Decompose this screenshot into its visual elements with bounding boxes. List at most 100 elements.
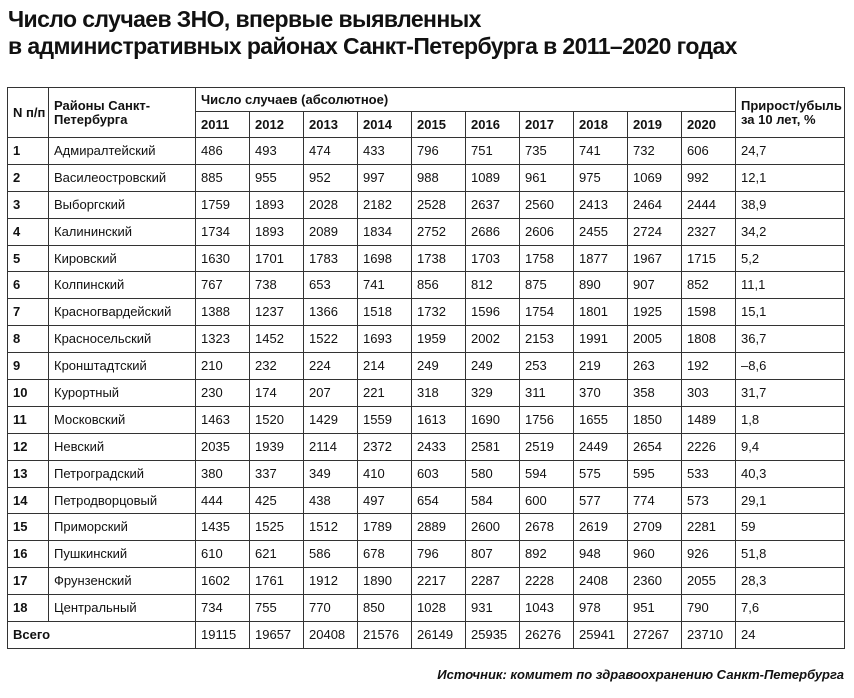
case-count: 678 (357, 540, 412, 569)
total-count: 27267 (627, 621, 682, 649)
case-count: 2637 (465, 190, 520, 219)
total-label: Всего (7, 621, 196, 649)
case-count: 303 (681, 379, 736, 407)
row-number: 14 (7, 486, 49, 515)
header-year: 2012 (249, 111, 304, 138)
district-name: Колпинский (48, 271, 196, 300)
growth-percent: 15,1 (735, 298, 845, 327)
case-count: 192 (681, 352, 736, 381)
header-district: Районы Санкт-Петербурга (48, 87, 196, 138)
case-count: 1323 (195, 325, 250, 354)
district-name: Петроградский (48, 459, 196, 488)
case-count: 2327 (681, 217, 736, 246)
case-count: 856 (411, 271, 466, 300)
row-number: 11 (7, 405, 49, 434)
case-count: 1489 (681, 405, 736, 434)
case-count: 224 (303, 352, 358, 381)
growth-percent: –8,6 (735, 352, 845, 381)
table-header: N п/п Районы Санкт-Петербурга Число случ… (7, 87, 845, 138)
case-count: 358 (627, 379, 682, 407)
case-count: 214 (357, 352, 412, 381)
growth-percent: 51,8 (735, 540, 845, 569)
case-count: 2889 (411, 513, 466, 542)
table-row: 15 Приморский 1435 1525 1512 1789 2889 2600 2678… (7, 513, 845, 542)
case-count: 311 (519, 379, 574, 407)
source-note: Источник: комитет по здравоохранению Сан… (437, 667, 844, 682)
case-count: 1783 (303, 244, 358, 273)
cancer-cases-table: N п/п Районы Санкт-Петербурга Число случ… (7, 87, 845, 649)
table-row: 11 Московский 1463 1520 1429 1559 1613 1690 1756… (7, 405, 845, 434)
district-name: Фрунзенский (48, 567, 196, 596)
growth-percent: 36,7 (735, 325, 845, 354)
case-count: 732 (627, 137, 682, 165)
case-count: 907 (627, 271, 682, 300)
case-count: 573 (681, 486, 736, 515)
growth-percent: 1,8 (735, 405, 845, 434)
case-count: 1698 (357, 244, 412, 273)
case-count: 1893 (249, 217, 304, 246)
district-name: Василеостровский (48, 163, 196, 192)
case-count: 1388 (195, 298, 250, 327)
case-count: 774 (627, 486, 682, 515)
table-row: 16 Пушкинский 610 621 586 678 796 807 892 948 960 9… (7, 540, 845, 569)
case-count: 318 (411, 379, 466, 407)
district-name: Адмиралтейский (48, 137, 196, 165)
case-count: 812 (465, 271, 520, 300)
case-count: 1890 (357, 567, 412, 596)
case-count: 951 (627, 594, 682, 623)
case-count: 438 (303, 486, 358, 515)
header-year: 2018 (573, 111, 628, 138)
header-cases: Число случаев (абсолютное) (195, 87, 736, 112)
case-count: 952 (303, 163, 358, 192)
case-count: 1429 (303, 405, 358, 434)
header-year: 2019 (627, 111, 682, 138)
header-year: 2017 (519, 111, 574, 138)
growth-percent: 5,2 (735, 244, 845, 273)
case-count: 2449 (573, 432, 628, 461)
district-name: Петродворцовый (48, 486, 196, 515)
case-count: 1939 (249, 432, 304, 461)
case-count: 1701 (249, 244, 304, 273)
total-count: 23710 (681, 621, 736, 649)
case-count: 2752 (411, 217, 466, 246)
case-count: 1756 (519, 405, 574, 434)
case-count: 263 (627, 352, 682, 381)
growth-percent: 29,1 (735, 486, 845, 515)
district-name: Кронштадтский (48, 352, 196, 381)
case-count: 253 (519, 352, 574, 381)
table-row: 13 Петроградский 380 337 349 410 603 580 594 575 5… (7, 459, 845, 488)
case-count: 1801 (573, 298, 628, 327)
table-row: 2 Василеостровский 885 955 952 997 988 1089 961 9… (7, 163, 845, 192)
case-count: 219 (573, 352, 628, 381)
case-count: 2114 (303, 432, 358, 461)
case-count: 1525 (249, 513, 304, 542)
total-row: Всего 19115 19657 20408 21576 26149 25935 26276… (7, 621, 845, 649)
case-count: 988 (411, 163, 466, 192)
case-count: 2287 (465, 567, 520, 596)
growth-percent: 28,3 (735, 567, 845, 596)
case-count: 1512 (303, 513, 358, 542)
header-year: 2015 (411, 111, 466, 138)
table-row: 4 Калининский 1734 1893 2089 1834 2752 2686 2606… (7, 217, 845, 246)
case-count: 1877 (573, 244, 628, 273)
case-count: 755 (249, 594, 304, 623)
case-count: 1655 (573, 405, 628, 434)
title-line-2: в административных районах Санкт-Петербу… (8, 33, 737, 59)
case-count: 992 (681, 163, 736, 192)
case-count: 751 (465, 137, 520, 165)
row-number: 7 (7, 298, 49, 327)
case-count: 1925 (627, 298, 682, 327)
total-count: 19657 (249, 621, 304, 649)
case-count: 2724 (627, 217, 682, 246)
case-count: 997 (357, 163, 412, 192)
case-count: 444 (195, 486, 250, 515)
row-number: 13 (7, 459, 49, 488)
table-row: 7 Красногвардейский 1388 1237 1366 1518 1732 15… (7, 298, 845, 327)
case-count: 586 (303, 540, 358, 569)
growth-percent: 7,6 (735, 594, 845, 623)
total-growth: 24 (735, 621, 845, 649)
table-row: 6 Колпинский 767 738 653 741 856 812 875 890 907 85… (7, 271, 845, 300)
case-count: 796 (411, 137, 466, 165)
case-count: 975 (573, 163, 628, 192)
district-name: Кировский (48, 244, 196, 273)
